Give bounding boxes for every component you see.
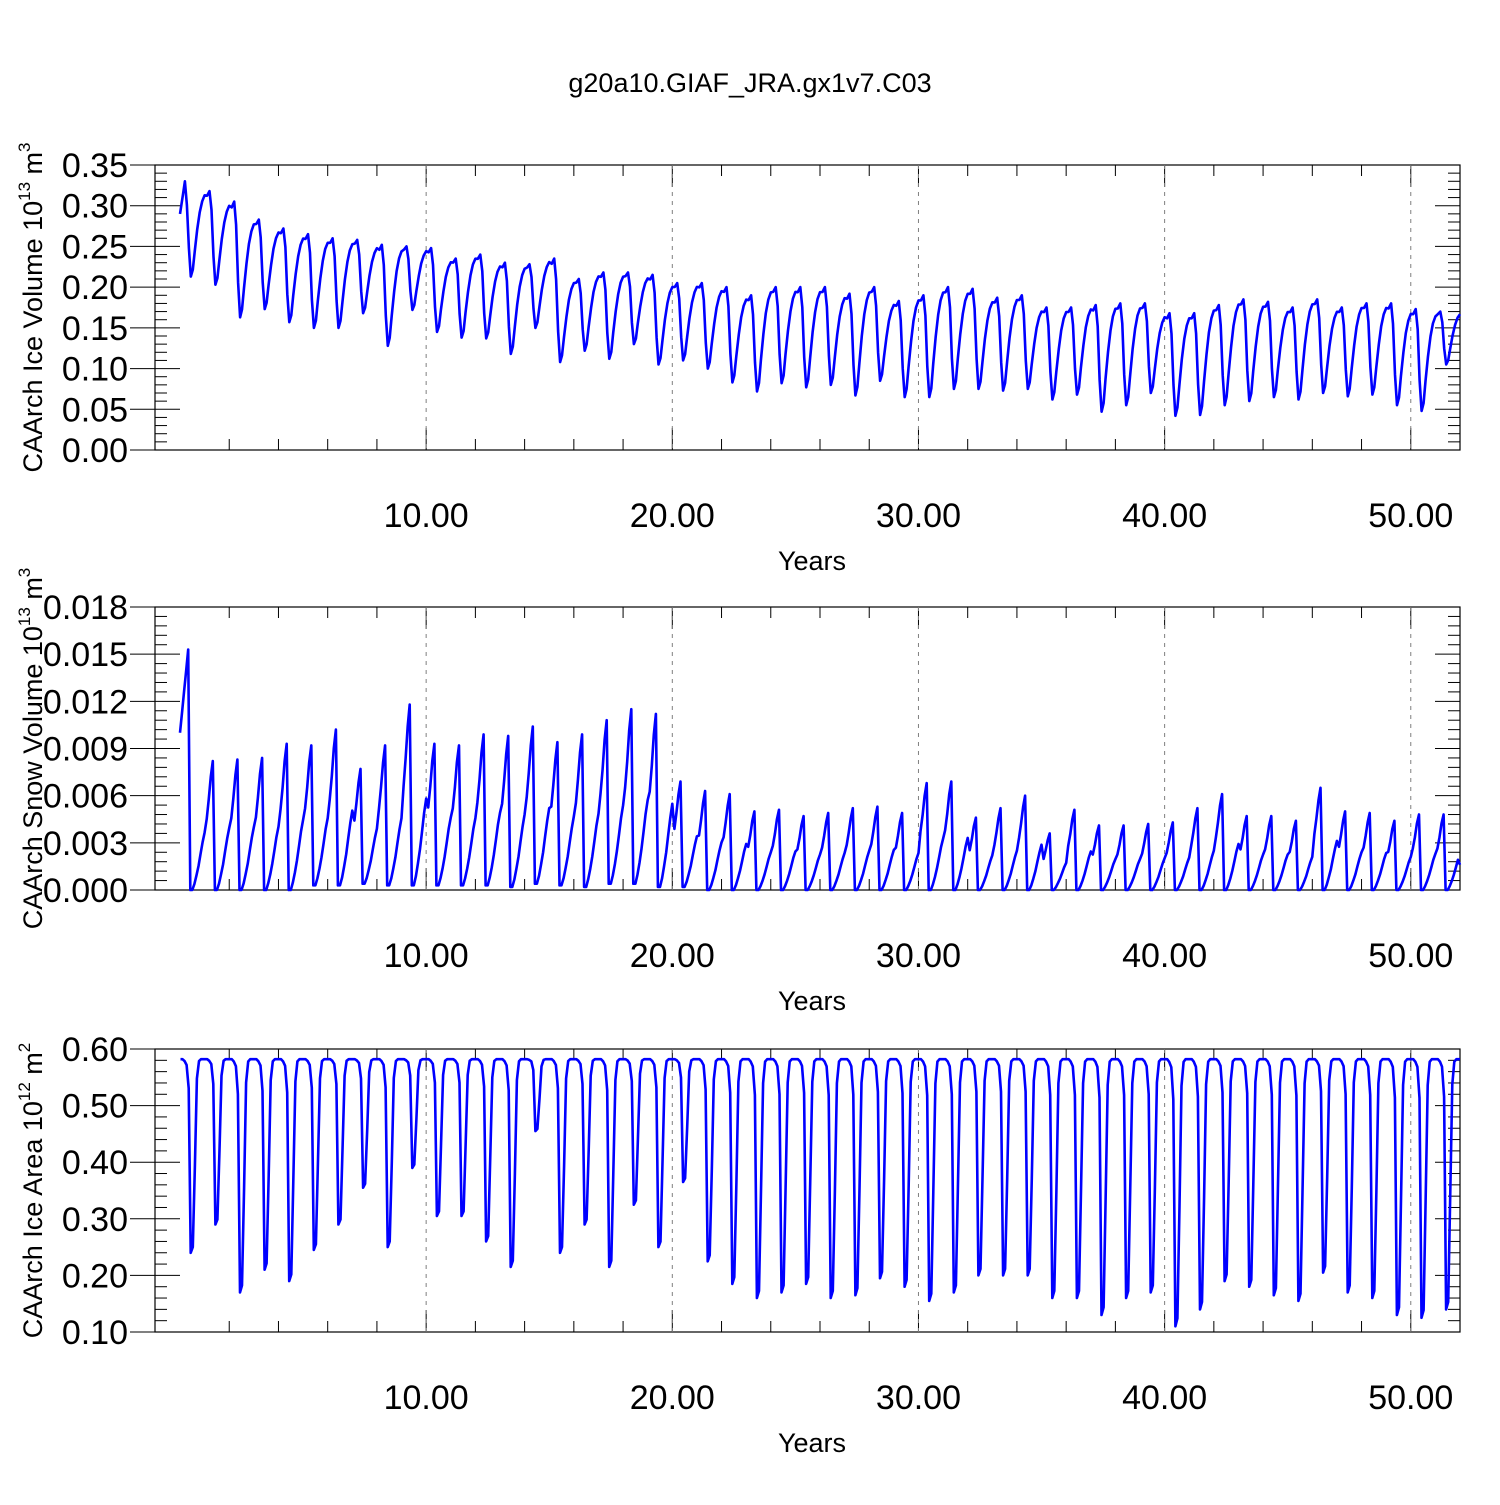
y-tick-label: 0.50 xyxy=(62,1088,128,1126)
series-line xyxy=(180,1057,1460,1328)
y-tick-label: 0.60 xyxy=(62,1031,128,1069)
y-tick-label: 0.000 xyxy=(43,872,128,910)
plot-frame xyxy=(154,1048,1461,1333)
panel-1: 10.00 20.00 30.00 40.00 50.00 0.000.050.100.1… xyxy=(15,142,1462,576)
y-tick-label: 0.30 xyxy=(62,188,128,226)
y-axis-label: CAArch Ice Area 1012 m2 xyxy=(15,1043,48,1339)
y-tick-label: 0.009 xyxy=(43,731,128,769)
x-tick-label: 30.00 xyxy=(876,937,961,975)
y-tick-label: 0.00 xyxy=(62,432,128,470)
plot-frame xyxy=(154,164,1461,451)
x-tick-label: 20.00 xyxy=(630,497,715,535)
series-line xyxy=(178,180,1462,418)
y-tick-label: 0.012 xyxy=(43,683,128,721)
x-tick-label: 40.00 xyxy=(1122,1379,1207,1417)
panels-group: 10.00 20.00 30.00 40.00 50.000.000.050.100.1… xyxy=(15,142,1462,1458)
x-tick-label: 20.00 xyxy=(630,1379,715,1417)
x-tick-label: 20.00 xyxy=(630,937,715,975)
figure-title: g20a10.GIAF_JRA.gx1v7.C03 xyxy=(568,68,931,98)
y-tick-label: 0.003 xyxy=(43,825,128,863)
x-tick-label: 50.00 xyxy=(1368,1379,1453,1417)
y-tick-label: 0.10 xyxy=(62,1314,128,1352)
y-axis-label: CAArch Ice Volume 1013 m3 xyxy=(15,142,48,472)
x-axis-label: Years xyxy=(778,986,846,1016)
x-axis-label: Years xyxy=(778,546,846,576)
x-tick-label: 30.00 xyxy=(876,1379,961,1417)
y-tick-label: 0.15 xyxy=(62,310,128,348)
y-axis-label: CAArch Snow Volume 1013 m3 xyxy=(15,568,48,930)
x-tick-label: 10.00 xyxy=(384,497,469,535)
y-tick-label: 0.015 xyxy=(43,636,128,674)
y-tick-label: 0.10 xyxy=(62,351,128,389)
y-tick-label: 0.05 xyxy=(62,391,128,429)
y-tick-label: 0.30 xyxy=(62,1201,128,1239)
y-tick-label: 0.25 xyxy=(62,228,128,266)
y-tick-label: 0.40 xyxy=(62,1144,128,1182)
x-tick-label: 10.00 xyxy=(384,937,469,975)
y-tick-label: 0.006 xyxy=(43,778,128,816)
x-tick-label: 50.00 xyxy=(1368,497,1453,535)
y-tick-label: 0.018 xyxy=(43,589,128,627)
panel-3: 10.00 20.00 30.00 40.00 50.00 0.10 0.20 0.30 0.4… xyxy=(15,1031,1461,1458)
y-tick-label: 0.20 xyxy=(62,1257,128,1295)
x-tick-label: 40.00 xyxy=(1122,937,1207,975)
y-tick-label: 0.35 xyxy=(62,147,128,185)
x-tick-label: 50.00 xyxy=(1368,937,1453,975)
x-tick-label: 10.00 xyxy=(384,1379,469,1417)
series-line xyxy=(178,648,1462,892)
x-tick-label: 30.00 xyxy=(876,497,961,535)
y-tick-label: 0.20 xyxy=(62,269,128,307)
x-tick-label: 40.00 xyxy=(1122,497,1207,535)
x-axis-label: Years xyxy=(778,1428,846,1458)
panel-2: 10.00 20.00 30.00 40.00 50.00 0.000 0.003 0.006… xyxy=(15,568,1462,1016)
